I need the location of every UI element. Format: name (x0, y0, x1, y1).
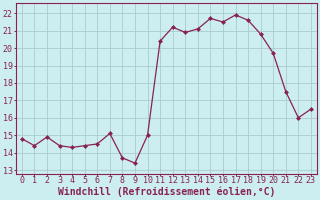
X-axis label: Windchill (Refroidissement éolien,°C): Windchill (Refroidissement éolien,°C) (58, 187, 275, 197)
